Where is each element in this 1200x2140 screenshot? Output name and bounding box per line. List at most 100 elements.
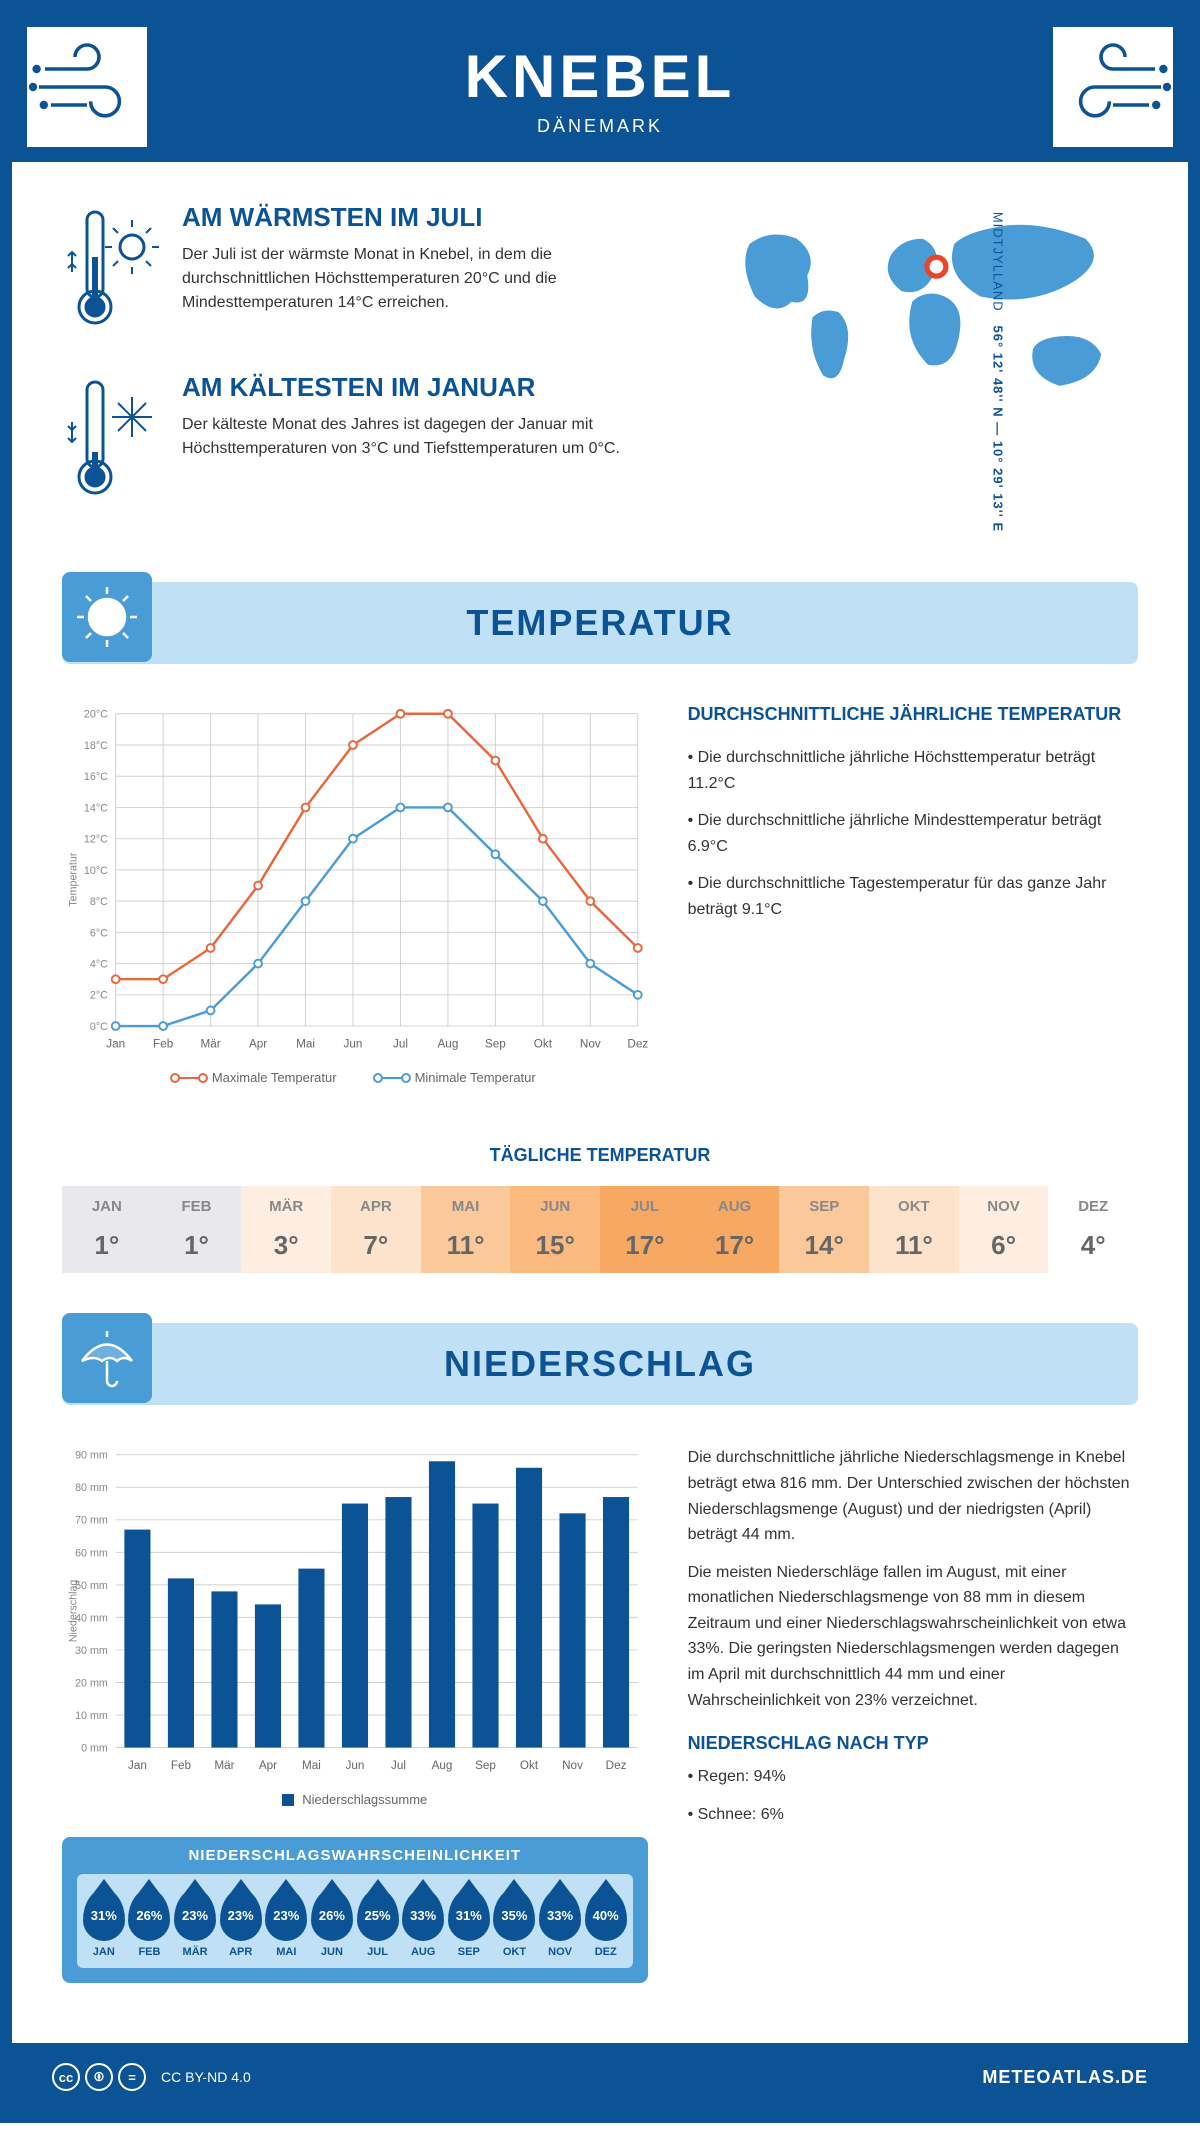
svg-text:Feb: Feb <box>171 1759 192 1772</box>
svg-text:Mai: Mai <box>302 1759 321 1772</box>
temperature-section-header: TEMPERATUR <box>62 582 1138 664</box>
svg-text:0 mm: 0 mm <box>81 1743 108 1755</box>
temperature-legend: Maximale Temperatur Minimale Temperatur <box>62 1070 648 1085</box>
svg-text:14°C: 14°C <box>84 802 108 814</box>
prob-drop: 31%SEP <box>447 1889 491 1958</box>
wind-icon <box>27 27 147 147</box>
prob-drop: 25%JUL <box>356 1889 400 1958</box>
svg-text:Mai: Mai <box>296 1038 315 1051</box>
precipitation-legend: Niederschlagssumme <box>62 1792 648 1807</box>
svg-text:8°C: 8°C <box>90 896 108 908</box>
svg-text:Okt: Okt <box>534 1038 553 1051</box>
precip-type-item: • Regen: 94% <box>688 1764 1138 1790</box>
svg-text:2°C: 2°C <box>90 990 108 1002</box>
svg-text:10°C: 10°C <box>84 865 108 877</box>
temp-table-cell: AUG17° <box>690 1186 780 1273</box>
svg-text:Nov: Nov <box>580 1038 601 1051</box>
warmest-text: Der Juli ist der wärmste Monat in Knebel… <box>182 243 678 315</box>
svg-text:Mär: Mär <box>201 1038 221 1051</box>
prob-drop: 33%AUG <box>401 1889 445 1958</box>
section-title: TEMPERATUR <box>92 602 1108 644</box>
umbrella-icon <box>62 1313 152 1403</box>
sun-icon <box>62 572 152 662</box>
precip-type-title: NIEDERSCHLAG NACH TYP <box>688 1733 1138 1754</box>
temp-table-cell: JUN15° <box>510 1186 600 1273</box>
svg-text:18°C: 18°C <box>84 740 108 752</box>
section-title: NIEDERSCHLAG <box>92 1343 1108 1385</box>
precipitation-chart: 0 mm 10 mm 20 mm 30 mm 40 mm 50 mm 60 mm 70 mm 8… <box>62 1445 648 1777</box>
temp-table-cell: SEP14° <box>779 1186 869 1273</box>
temp-table-cell: DEZ4° <box>1048 1186 1138 1273</box>
svg-text:Aug: Aug <box>438 1038 459 1051</box>
svg-text:12°C: 12°C <box>84 834 108 846</box>
temp-stats-title: DURCHSCHNITTLICHE JÄHRLICHE TEMPERATUR <box>688 704 1138 725</box>
page-subtitle: DÄNEMARK <box>52 116 1148 137</box>
temp-table-cell: APR7° <box>331 1186 421 1273</box>
temp-table-cell: OKT11° <box>869 1186 959 1273</box>
coldest-title: AM KÄLTESTEN IM JANUAR <box>182 372 678 403</box>
daily-temp-table: JAN1°FEB1°MÄR3°APR7°MAI11°JUN15°JUL17°AU… <box>62 1186 1138 1273</box>
page-title: KNEBEL <box>52 42 1148 111</box>
temp-stats-list: • Die durchschnittliche jährliche Höchst… <box>688 745 1138 923</box>
svg-text:Okt: Okt <box>520 1759 539 1772</box>
precipitation-probability: NIEDERSCHLAGSWAHRSCHEINLICHKEIT 31%JAN26… <box>62 1837 648 1983</box>
temp-table-cell: JUL17° <box>600 1186 690 1273</box>
svg-text:Sep: Sep <box>475 1759 496 1772</box>
prob-drop: 26%JUN <box>310 1889 354 1958</box>
svg-text:Jul: Jul <box>393 1038 408 1051</box>
svg-text:Apr: Apr <box>249 1038 267 1051</box>
site-name: METEOATLAS.DE <box>982 2067 1148 2088</box>
svg-text:4°C: 4°C <box>90 958 108 970</box>
svg-text:20 mm: 20 mm <box>75 1678 108 1690</box>
svg-text:10 mm: 10 mm <box>75 1710 108 1722</box>
world-map: MIDTJYLLAND 56° 12' 48'' N — 10° 29' 13'… <box>718 202 1138 542</box>
svg-text:Apr: Apr <box>259 1759 277 1772</box>
svg-text:16°C: 16°C <box>84 771 108 783</box>
svg-text:Nov: Nov <box>562 1759 583 1772</box>
precipitation-section-header: NIEDERSCHLAG <box>62 1323 1138 1405</box>
svg-text:Jan: Jan <box>128 1759 147 1772</box>
precip-text-2: Die meisten Niederschläge fallen im Augu… <box>688 1560 1138 1714</box>
svg-text:Jan: Jan <box>106 1038 125 1051</box>
precip-type-item: • Schnee: 6% <box>688 1802 1138 1828</box>
svg-text:90 mm: 90 mm <box>75 1450 108 1462</box>
svg-text:30 mm: 30 mm <box>75 1645 108 1657</box>
temp-table-cell: FEB1° <box>152 1186 242 1273</box>
svg-text:Feb: Feb <box>153 1038 174 1051</box>
precip-text-1: Die durchschnittliche jährliche Niedersc… <box>688 1445 1138 1547</box>
temperature-chart: 0°C2°C4°C6°C8°C10°C12°C14°C16°C18°C20°CJ… <box>62 704 648 1085</box>
svg-text:Sep: Sep <box>485 1038 506 1051</box>
wind-icon <box>1053 27 1173 147</box>
prob-title: NIEDERSCHLAGSWAHRSCHEINLICHKEIT <box>77 1847 633 1864</box>
temp-stat-item: • Die durchschnittliche jährliche Höchst… <box>688 745 1138 796</box>
temp-table-cell: JAN1° <box>62 1186 152 1273</box>
svg-text:60 mm: 60 mm <box>75 1548 108 1560</box>
svg-text:Temperatur: Temperatur <box>68 852 80 907</box>
svg-text:Jul: Jul <box>391 1759 406 1772</box>
prob-drop: 31%JAN <box>82 1889 126 1958</box>
temp-table-cell: NOV6° <box>959 1186 1049 1273</box>
coldest-text: Der kälteste Monat des Jahres ist dagege… <box>182 413 678 461</box>
cc-license-icons: cc 🅯 = <box>52 2063 146 2091</box>
svg-text:Jun: Jun <box>344 1038 363 1051</box>
prob-drop: 26%FEB <box>128 1889 172 1958</box>
prob-drop: 35%OKT <box>493 1889 537 1958</box>
header: KNEBEL DÄNEMARK <box>12 12 1188 162</box>
prob-drop: 40%DEZ <box>584 1889 628 1958</box>
svg-text:50 mm: 50 mm <box>75 1580 108 1592</box>
svg-text:Jun: Jun <box>346 1759 365 1772</box>
svg-text:Mär: Mär <box>214 1759 234 1772</box>
license-text: CC BY-ND 4.0 <box>161 2069 251 2085</box>
warmest-block: AM WÄRMSTEN IM JULI Der Juli ist der wär… <box>62 202 678 342</box>
temp-stat-item: • Die durchschnittliche jährliche Mindes… <box>688 808 1138 859</box>
coordinates: MIDTJYLLAND 56° 12' 48'' N — 10° 29' 13'… <box>990 212 1005 532</box>
svg-text:20°C: 20°C <box>84 709 108 721</box>
svg-text:70 mm: 70 mm <box>75 1515 108 1527</box>
svg-text:80 mm: 80 mm <box>75 1483 108 1495</box>
svg-text:0°C: 0°C <box>90 1021 108 1033</box>
svg-text:40 mm: 40 mm <box>75 1613 108 1625</box>
daily-temp-title: TÄGLICHE TEMPERATUR <box>12 1145 1188 1166</box>
svg-text:Aug: Aug <box>432 1759 453 1772</box>
temp-table-cell: MAI11° <box>421 1186 511 1273</box>
intro-section: AM WÄRMSTEN IM JULI Der Juli ist der wär… <box>12 162 1188 582</box>
